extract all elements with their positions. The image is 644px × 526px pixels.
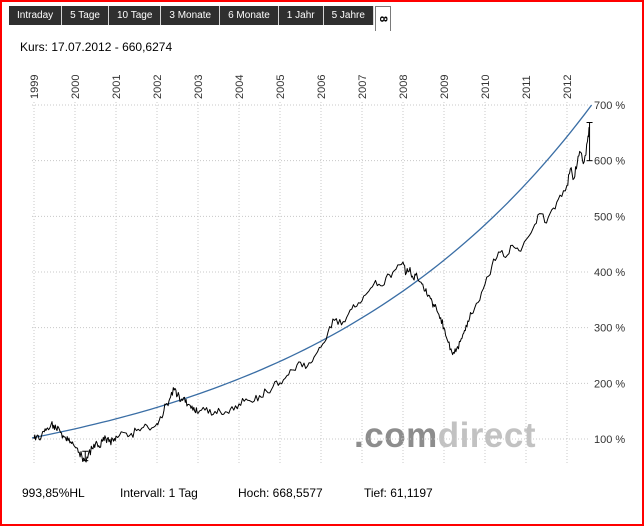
y-axis-label: 600 % <box>594 156 625 168</box>
x-axis-label: 1999 <box>29 75 41 99</box>
x-axis-label: 2001 <box>111 75 123 99</box>
x-axis-label: 2009 <box>439 75 451 99</box>
tab-10-tage[interactable]: 10 Tage <box>108 6 162 25</box>
footer-low: Tief: 61,1197 <box>364 486 433 500</box>
quote-line: Kurs: 17.07.2012 - 660,6274 <box>20 40 173 54</box>
y-axis-label: 700 % <box>594 100 625 112</box>
x-axis-label: 2003 <box>193 75 205 99</box>
x-axis-label: 2006 <box>316 75 328 99</box>
x-axis-label: 2005 <box>275 75 287 99</box>
comdirect-watermark: .comdirect <box>354 418 536 453</box>
x-axis-label: 2002 <box>152 75 164 99</box>
footer-high: Hoch: 668,5577 <box>238 486 323 500</box>
tab-5-jahre[interactable]: 5 Jahre <box>323 6 374 25</box>
price-line <box>33 126 590 463</box>
x-axis-label: 2000 <box>70 75 82 99</box>
x-axis-label: 2008 <box>398 75 410 99</box>
y-axis-label: 400 % <box>594 267 625 279</box>
y-axis-label: 500 % <box>594 211 625 223</box>
trend-line <box>31 104 593 439</box>
tab-active-label: 8 <box>376 15 389 23</box>
tab-5-tage[interactable]: 5 Tage <box>62 6 109 25</box>
y-axis-label: 300 % <box>594 323 625 335</box>
x-axis-label: 2010 <box>480 75 492 99</box>
x-axis-label: 2007 <box>357 75 369 99</box>
x-axis-label: 2004 <box>234 75 246 99</box>
y-axis-label: 100 % <box>594 434 625 446</box>
x-axis-label: 2011 <box>521 75 533 99</box>
watermark-direct: direct <box>437 416 537 455</box>
period-tabbar: Intraday 5 Tage 10 Tage 3 Monate 6 Monate 1 J… <box>9 6 391 31</box>
tab-3-monate[interactable]: 3 Monate <box>161 6 221 25</box>
tab-6-monate[interactable]: 6 Monate <box>220 6 279 25</box>
watermark-com: .com <box>354 416 438 455</box>
tab-1-jahr[interactable]: 1 Jahr <box>278 6 324 25</box>
tab-8-jahre-active[interactable]: 8 <box>374 6 391 31</box>
footer-interval: Intervall: 1 Tag <box>120 486 198 500</box>
tab-intraday[interactable]: Intraday <box>9 6 63 25</box>
x-axis-label: 2012 <box>562 75 574 99</box>
y-axis-label: 200 % <box>594 378 625 390</box>
footer-change: 993,85%HL <box>22 486 85 500</box>
